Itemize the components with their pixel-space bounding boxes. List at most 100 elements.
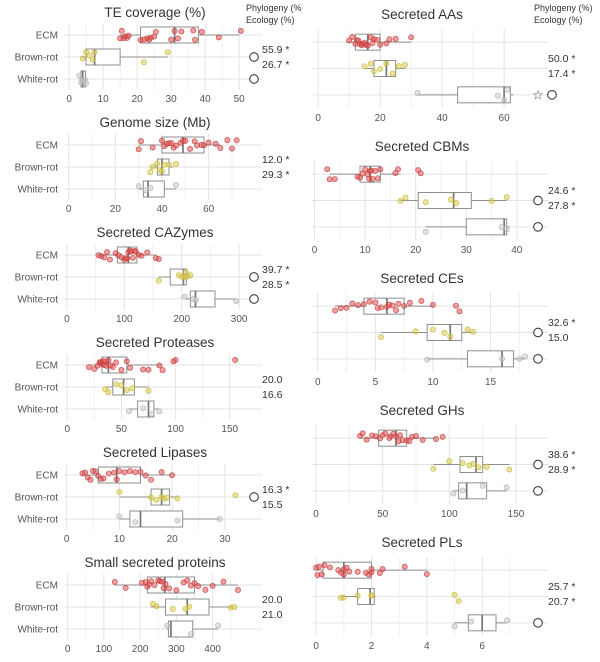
x-tick-label: 60 <box>203 204 215 215</box>
significance-circle-icon <box>533 221 543 232</box>
data-point <box>109 364 116 370</box>
x-tick-label: 20 <box>375 113 387 124</box>
x-tick-label: 60 <box>499 113 511 124</box>
data-point <box>374 36 381 43</box>
data-point <box>459 487 466 494</box>
data-point <box>318 571 325 578</box>
data-point <box>127 364 134 371</box>
data-point <box>401 563 408 570</box>
data-point <box>172 356 179 363</box>
data-point <box>503 194 510 201</box>
category-label: ECM <box>36 31 58 42</box>
data-point <box>105 389 112 396</box>
category-label: Brown-rot <box>15 383 59 394</box>
boxplot-box <box>458 482 488 500</box>
figure-column-left: TE coverage (%) ECM Brown-rot White-rot 0 10 2… <box>0 2 302 662</box>
x-tick-label: 150 <box>221 424 238 435</box>
x-tick-label: 30 <box>219 534 231 545</box>
data-point <box>397 432 403 439</box>
panel-genome-size-mb-: Genome size (Mb) ECM Brown-rot White-rot 0 20… <box>15 115 290 215</box>
column-header-ecology: Ecology (%) <box>534 15 583 25</box>
data-point <box>360 301 367 308</box>
x-tick-label: 100 <box>441 509 458 520</box>
annotation-phylogeny: 55.9 * <box>262 44 289 56</box>
data-point <box>354 592 361 599</box>
annotation-phylogeny: 25.7 * <box>548 581 575 593</box>
significance-circle-icon <box>533 327 543 338</box>
data-point <box>448 196 455 203</box>
data-point <box>162 580 169 587</box>
data-point <box>149 144 156 151</box>
x-tick-label: 10 <box>98 94 110 105</box>
data-point <box>237 27 244 34</box>
data-point <box>343 304 350 311</box>
annotation-phylogeny: 16.3 * <box>262 484 289 496</box>
x-tick-label: 0 <box>312 245 318 256</box>
x-tick-label: 15 <box>485 377 497 388</box>
data-point <box>154 160 161 167</box>
data-point <box>164 622 171 629</box>
data-point <box>451 623 458 630</box>
data-point <box>122 584 129 591</box>
data-point <box>116 468 123 474</box>
data-point <box>377 166 384 173</box>
data-point <box>441 329 448 336</box>
significance-circle-icon <box>533 617 543 628</box>
data-point <box>429 326 436 333</box>
x-tick-label: 40 <box>511 245 523 256</box>
data-point <box>389 302 396 309</box>
data-point <box>158 469 165 476</box>
significance-circle-icon <box>533 353 543 364</box>
x-tick-label: 10 <box>427 377 439 388</box>
significance-circle-icon <box>533 459 543 470</box>
category-label: White-rot <box>17 185 58 196</box>
data-point <box>483 463 490 470</box>
data-point <box>361 63 368 70</box>
data-point <box>111 578 118 585</box>
data-point <box>111 469 118 476</box>
data-point <box>439 433 446 440</box>
data-point <box>121 469 128 476</box>
data-point <box>138 138 144 145</box>
panel-title: Secreted CBMs <box>375 139 470 154</box>
data-point <box>337 305 344 311</box>
data-point <box>163 494 170 501</box>
panel-secreted-cazymes: Secreted CAZymes ECM Brown-rot White-rot 0 10… <box>15 225 290 325</box>
data-point <box>422 199 429 206</box>
data-point <box>401 302 408 309</box>
data-point <box>155 256 162 263</box>
data-point <box>118 27 125 34</box>
annotation-ecology: 26.7 * <box>262 59 289 71</box>
data-point <box>123 387 130 393</box>
x-tick-label: 20 <box>132 94 144 105</box>
data-point <box>216 516 223 523</box>
data-point <box>357 174 363 181</box>
x-tick-label: 10 <box>360 245 372 256</box>
boxplot-box <box>167 620 194 638</box>
data-point <box>395 300 402 307</box>
x-tick-label: 10 <box>114 534 126 545</box>
data-point <box>340 594 347 601</box>
panel-small-secreted-proteins: Small secreted proteins ECM Brown-rot White… <box>15 555 283 655</box>
data-point <box>140 59 147 66</box>
panel-title: Genome size (Mb) <box>99 115 210 130</box>
data-point <box>87 476 94 483</box>
data-point <box>83 80 90 87</box>
data-point <box>209 582 216 589</box>
data-point <box>456 308 463 315</box>
data-point <box>178 28 185 35</box>
data-point <box>135 146 142 153</box>
data-point <box>195 583 202 590</box>
data-point <box>198 28 205 35</box>
x-tick-label: 2 <box>369 641 375 652</box>
annotation-ecology: 15.5 <box>262 499 283 511</box>
data-point <box>235 587 241 593</box>
column-header-phylogeny: Phylogeny (%) <box>246 3 302 13</box>
category-label: White-rot <box>17 405 58 416</box>
category-label: Brown-rot <box>15 53 59 64</box>
data-point <box>418 298 425 304</box>
data-point <box>116 513 123 520</box>
data-point <box>201 142 207 149</box>
annotation-phylogeny: 32.6 * <box>548 317 575 329</box>
data-point <box>501 96 508 103</box>
